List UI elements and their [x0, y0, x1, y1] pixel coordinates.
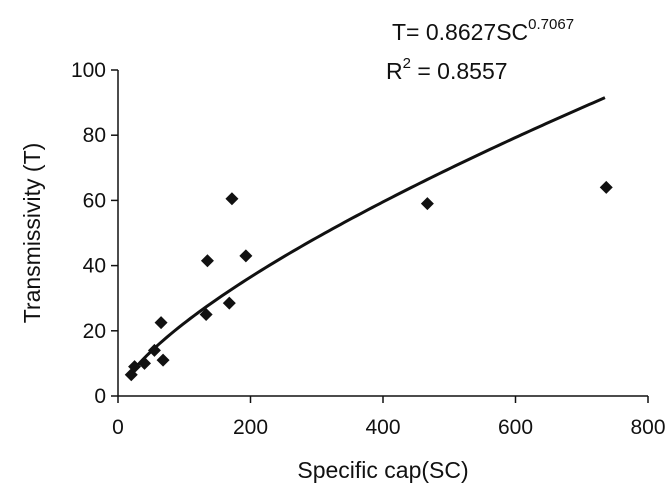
y-ticks: 0 20 40 60 80 100 — [71, 59, 118, 408]
data-point-diamond — [154, 316, 168, 330]
y-tick-label: 0 — [94, 385, 106, 408]
r2-exponent: 2 — [403, 55, 411, 72]
y-tick-label: 80 — [83, 124, 106, 147]
power-trend-line — [130, 96, 606, 374]
r2-base: R — [386, 58, 403, 84]
data-point-diamond — [225, 192, 239, 206]
data-point-diamond — [147, 343, 161, 357]
data-point-diamond — [239, 249, 253, 263]
data-point-diamond — [200, 254, 214, 268]
y-tick-label: 100 — [71, 59, 106, 82]
trend-equation-label: T= 0.8627SC0.7067 — [392, 16, 574, 45]
data-point-diamond — [138, 356, 151, 370]
data-point-diamond — [222, 296, 236, 310]
y-tick-label: 40 — [83, 255, 106, 278]
y-axis-title: Transmissivity (T) — [19, 143, 45, 324]
r-squared-label: R2 = 0.8557 — [386, 55, 508, 84]
y-tick-label: 60 — [83, 189, 106, 212]
data-points — [124, 180, 613, 382]
equation-base: T= 0.8627SC — [392, 19, 528, 45]
equation-exponent: 0.7067 — [528, 16, 574, 33]
data-point-diamond — [128, 360, 142, 374]
x-tick-label: 400 — [365, 416, 400, 439]
data-point-diamond — [156, 353, 170, 367]
axes — [117, 70, 648, 397]
data-point-diamond — [420, 197, 434, 211]
r2-value: = 0.8557 — [411, 58, 508, 84]
x-tick-label: 600 — [498, 416, 533, 439]
x-tick-label: 200 — [233, 416, 268, 439]
data-point-diamond — [199, 308, 213, 321]
x-axis-title: Specific cap(SC) — [297, 457, 468, 483]
x-tick-label: 0 — [112, 416, 124, 439]
x-tick-label: 800 — [630, 416, 665, 439]
x-ticks: 0 200 400 600 800 — [112, 396, 666, 439]
data-point-diamond — [599, 180, 613, 194]
y-tick-label: 20 — [83, 320, 106, 343]
